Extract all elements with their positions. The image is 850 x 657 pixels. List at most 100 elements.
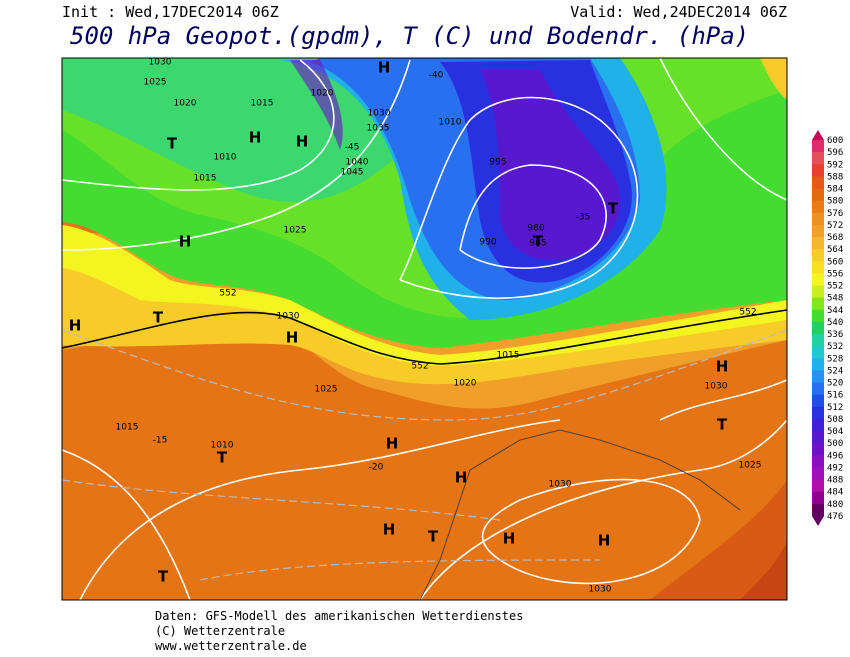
label: 1020: [174, 99, 197, 109]
legend-band: [812, 212, 824, 226]
label: H: [69, 317, 82, 335]
label: 1015: [194, 174, 217, 184]
map: [61, 57, 788, 601]
legend-label: 596: [827, 148, 843, 158]
legend-band: [812, 321, 824, 335]
valid-time: Valid: Wed,24DEC2014 06Z: [570, 3, 787, 21]
label: 1030: [705, 382, 728, 392]
label: 1015: [116, 423, 139, 433]
init-time: Init : Wed,17DEC2014 06Z: [62, 3, 279, 21]
legend-band: [812, 188, 824, 202]
legend-band: [812, 140, 824, 153]
label: H: [386, 435, 399, 453]
label: 1025: [284, 226, 307, 236]
legend-band: [812, 176, 824, 190]
legend-cap: [812, 516, 824, 526]
legend-label: 500: [827, 439, 843, 449]
label: 985: [529, 239, 546, 249]
legend-band: [812, 358, 824, 371]
legend-band: [812, 249, 824, 262]
legend-band: [812, 297, 824, 311]
legend-band: [812, 309, 824, 323]
label: 1010: [211, 441, 234, 451]
label: H: [296, 133, 309, 151]
label: 1030: [589, 585, 612, 595]
legend-label: 600: [827, 136, 843, 146]
legend-band: [812, 273, 824, 287]
legend-label: 516: [827, 391, 843, 401]
label: T: [533, 233, 544, 251]
label: -20: [369, 463, 384, 473]
legend-band: [812, 346, 824, 359]
legend-label: 488: [827, 476, 843, 486]
label: H: [286, 329, 299, 347]
legend-label: 560: [827, 257, 843, 267]
label: 1025: [144, 78, 167, 88]
legend-label: 504: [827, 427, 843, 437]
legend-label: 540: [827, 318, 843, 328]
label: 980: [527, 224, 544, 234]
legend-band: [812, 164, 824, 177]
label: 1035: [367, 124, 390, 134]
legend-label: 592: [827, 160, 843, 170]
label: -35: [576, 213, 591, 223]
legend-label: 492: [827, 463, 843, 473]
legend-label: 548: [827, 294, 843, 304]
legend-label: 564: [827, 245, 843, 255]
label: 1030: [149, 58, 172, 68]
legend-band: [812, 406, 824, 420]
label: H: [716, 358, 729, 376]
label: -15: [153, 436, 168, 446]
legend-label: 584: [827, 185, 843, 195]
legend-label: 480: [827, 500, 843, 510]
label: 1030: [277, 312, 300, 322]
footer-url: www.wetterzentrale.de: [155, 639, 307, 653]
legend-label: 572: [827, 221, 843, 231]
legend-label: 532: [827, 342, 843, 352]
legend-band: [812, 394, 824, 408]
legend-band: [812, 200, 824, 214]
label: H: [503, 530, 516, 548]
label: 1020: [311, 89, 334, 99]
legend-band: [812, 431, 824, 444]
legend-label: 576: [827, 209, 843, 219]
label: 995: [489, 158, 506, 168]
label: -45: [345, 143, 360, 153]
footer-copyright: (C) Wetterzentrale: [155, 624, 285, 638]
legend-label: 536: [827, 330, 843, 340]
legend-band: [812, 443, 824, 456]
footer-source: Daten: GFS-Modell des amerikanischen Wet…: [155, 609, 523, 623]
legend-label: 580: [827, 197, 843, 207]
label: T: [717, 416, 728, 434]
legend-band: [812, 418, 824, 432]
legend-label: 568: [827, 233, 843, 243]
legend-band: [812, 455, 824, 468]
legend-band: [812, 152, 824, 165]
legend-band: [812, 237, 824, 250]
label: 552: [411, 362, 428, 372]
legend-band: [812, 334, 824, 347]
label: H: [179, 233, 192, 251]
legend-band: [812, 224, 824, 238]
legend-band: [812, 467, 824, 481]
label: 1025: [739, 461, 762, 471]
label: H: [598, 532, 611, 550]
label: 552: [219, 289, 236, 299]
label: T: [158, 568, 169, 586]
map-labels: 1030 1025 1020 1015 H H T 1010 1015 1020…: [69, 58, 762, 595]
legend-label: 496: [827, 451, 843, 461]
legend-label: 556: [827, 269, 843, 279]
label: T: [167, 135, 178, 153]
label: T: [217, 449, 228, 467]
legend-label: 476: [827, 512, 843, 522]
legend-band: [812, 261, 824, 274]
title: 500 hPa Geopot.(gpdm), T (C) und Bodendr…: [70, 22, 749, 50]
legend-band: [812, 503, 824, 517]
color-legend: 600 596 592 588 584 580 576 572 568 564 560 556 552 5…: [812, 130, 843, 526]
legend-label: 512: [827, 403, 843, 413]
legend-label: 544: [827, 306, 843, 316]
label: 1030: [549, 480, 572, 490]
label: 552: [739, 308, 756, 318]
label: H: [455, 469, 468, 487]
label: 1015: [251, 99, 274, 109]
